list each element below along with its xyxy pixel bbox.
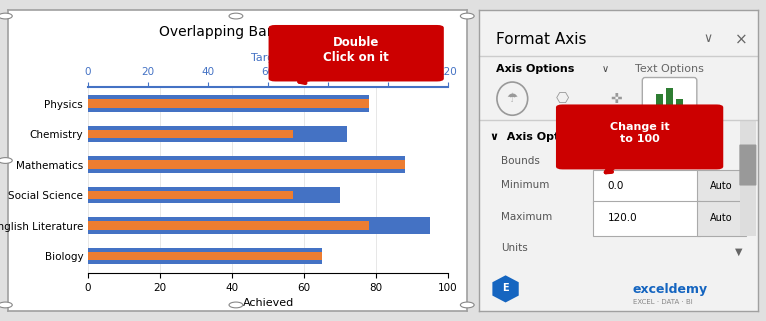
FancyBboxPatch shape xyxy=(643,78,697,121)
Text: Bounds: Bounds xyxy=(501,156,540,166)
Bar xyxy=(88,160,405,169)
Text: Format Axis: Format Axis xyxy=(496,32,586,47)
Bar xyxy=(740,121,755,236)
FancyBboxPatch shape xyxy=(594,169,699,204)
FancyBboxPatch shape xyxy=(697,201,746,236)
Bar xyxy=(656,94,663,111)
FancyBboxPatch shape xyxy=(269,25,444,82)
X-axis label: Achieved: Achieved xyxy=(243,298,293,308)
Text: Auto: Auto xyxy=(710,181,733,191)
X-axis label: Target: Target xyxy=(250,53,286,63)
Text: Change it
to 100: Change it to 100 xyxy=(610,122,669,144)
Text: ▼: ▼ xyxy=(735,247,743,256)
Bar xyxy=(88,191,293,199)
Text: Maximum: Maximum xyxy=(501,212,552,222)
Text: E: E xyxy=(502,283,509,293)
FancyBboxPatch shape xyxy=(594,201,699,236)
Bar xyxy=(88,247,322,265)
Text: ∨: ∨ xyxy=(602,64,609,74)
Text: ×: × xyxy=(735,32,748,47)
Text: ∨  Axis Options: ∨ Axis Options xyxy=(490,132,585,142)
Text: Axis Options: Axis Options xyxy=(496,64,574,74)
Text: Double
Click on it: Double Click on it xyxy=(323,36,389,65)
FancyBboxPatch shape xyxy=(556,104,723,169)
Bar xyxy=(88,126,347,143)
Bar xyxy=(88,217,430,234)
Bar xyxy=(88,187,340,204)
Bar xyxy=(88,99,369,108)
Bar xyxy=(676,99,683,111)
Text: Text Options: Text Options xyxy=(635,64,704,74)
Text: ⎔: ⎔ xyxy=(556,91,569,106)
FancyBboxPatch shape xyxy=(739,144,756,186)
Bar xyxy=(88,156,405,173)
FancyBboxPatch shape xyxy=(697,169,746,204)
Text: 120.0: 120.0 xyxy=(607,213,637,223)
Text: ✜: ✜ xyxy=(610,91,621,106)
Bar xyxy=(88,221,369,230)
Text: ∨: ∨ xyxy=(703,32,712,45)
Text: Units: Units xyxy=(501,243,528,254)
Bar xyxy=(88,95,369,112)
Text: Minimum: Minimum xyxy=(501,180,549,190)
Text: Auto: Auto xyxy=(710,213,733,223)
Text: 0.0: 0.0 xyxy=(607,181,624,191)
Text: ☂: ☂ xyxy=(506,92,518,105)
Text: △: △ xyxy=(621,123,627,132)
Text: exceldemy: exceldemy xyxy=(633,283,708,296)
Text: EXCEL · DATA · BI: EXCEL · DATA · BI xyxy=(633,299,692,305)
Text: Overlapping Bar Chart: Overlapping Bar Chart xyxy=(159,25,316,39)
Polygon shape xyxy=(493,275,519,302)
Bar xyxy=(88,252,322,260)
Bar xyxy=(666,88,673,111)
Bar xyxy=(88,130,293,138)
